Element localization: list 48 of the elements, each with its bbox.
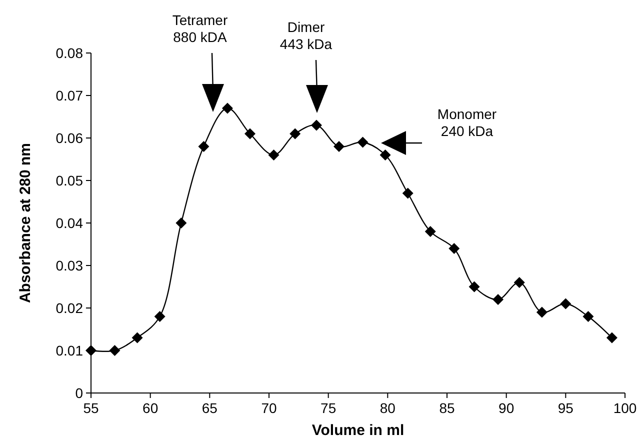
x-axis-title: Volume in ml — [312, 422, 404, 439]
x-tick-label: 55 — [83, 400, 99, 416]
point — [380, 150, 391, 160]
point — [606, 332, 618, 344]
point — [154, 311, 166, 322]
point — [176, 218, 187, 228]
point — [536, 306, 548, 318]
point — [492, 294, 504, 305]
x-tick-label: 85 — [439, 400, 455, 416]
x-tick-label: 100 — [613, 400, 637, 416]
point — [109, 345, 120, 356]
point — [402, 188, 414, 199]
y-tick-label: 0.04 — [56, 214, 84, 231]
point — [468, 281, 480, 292]
point — [310, 120, 322, 131]
point — [357, 136, 368, 148]
point — [582, 311, 594, 322]
x-tick-label: 60 — [142, 400, 158, 416]
point — [268, 150, 280, 160]
point — [198, 141, 210, 152]
x-tick-label: 65 — [202, 400, 218, 416]
x-tick-label: 80 — [380, 400, 396, 416]
y-tick-label: 0.05 — [56, 172, 84, 188]
y-tick-label: 0.03 — [56, 257, 84, 274]
y-tick-label: 0.08 — [56, 44, 84, 61]
point — [86, 345, 96, 356]
y-tick-label: 0.01 — [56, 342, 84, 358]
y-tick-label: 0.06 — [56, 130, 84, 146]
point — [448, 243, 460, 254]
x-tick-label: 75 — [320, 400, 336, 416]
x-tick-label: 95 — [558, 400, 574, 416]
text: Tetramer 880 kDA — [172, 12, 228, 45]
point — [514, 277, 525, 288]
point — [424, 226, 436, 237]
point — [222, 102, 233, 114]
annotation: Monomer 240 kDa — [437, 106, 497, 139]
y-tick-label: 0.02 — [56, 300, 84, 316]
y-tick-label: 0.07 — [56, 87, 84, 104]
point — [132, 332, 143, 344]
point — [334, 141, 345, 152]
point — [560, 298, 572, 310]
text: Dimer 443 kDa — [280, 19, 332, 52]
x-tick-label: 70 — [261, 400, 277, 416]
point — [290, 128, 301, 140]
y-tick-label: 0 — [75, 384, 84, 401]
y-axis-title: Absorbance at 280 nm — [17, 142, 34, 304]
point — [244, 128, 256, 140]
x-tick-label: 90 — [498, 400, 514, 416]
